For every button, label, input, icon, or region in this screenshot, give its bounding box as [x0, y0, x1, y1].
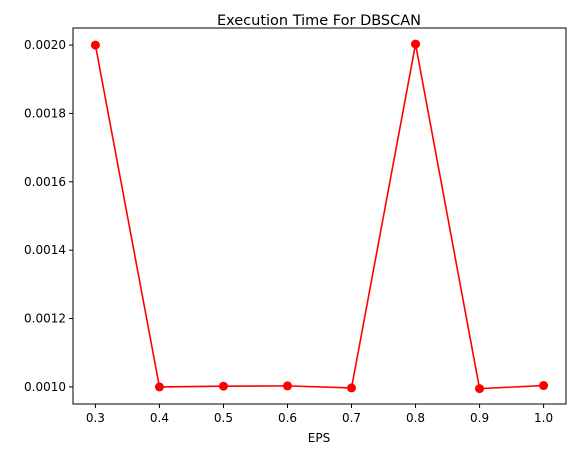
axes-frame: [72, 27, 567, 405]
plot-area: [90, 39, 549, 394]
data-point: [539, 381, 549, 391]
data-point: [411, 39, 421, 49]
y-tick-label: 0.0018: [24, 106, 66, 120]
y-tick-label: 0.0010: [24, 380, 66, 394]
data-point: [90, 40, 100, 50]
data-point: [154, 382, 164, 392]
data-point: [475, 384, 485, 394]
series-line: [94, 43, 544, 390]
y-axis: 0.0010 0.0012 0.0014 0.0016 0.0018 0.0020: [24, 38, 73, 394]
x-tick-label: 0.9: [470, 411, 489, 425]
x-tick-label: 0.4: [150, 411, 169, 425]
x-tick-label: 1.0: [534, 411, 553, 425]
y-tick-label: 0.0020: [24, 38, 66, 52]
x-tick-label: 0.8: [406, 411, 425, 425]
data-point: [218, 381, 228, 391]
chart-title: Execution Time For DBSCAN: [217, 13, 421, 29]
x-axis-label: EPS: [308, 431, 330, 445]
data-point: [282, 381, 292, 391]
x-tick-label: 0.5: [214, 411, 233, 425]
x-tick-label: 0.7: [342, 411, 361, 425]
y-tick-label: 0.0012: [24, 312, 66, 326]
x-axis: 0.3 0.4 0.5 0.6 0.7 0.8 0.9 1.0: [86, 404, 553, 425]
y-tick-label: 0.0014: [24, 243, 66, 257]
x-tick-label: 0.3: [86, 411, 105, 425]
y-tick-label: 0.0016: [24, 175, 66, 189]
x-tick-label: 0.6: [278, 411, 297, 425]
data-point: [347, 383, 357, 393]
